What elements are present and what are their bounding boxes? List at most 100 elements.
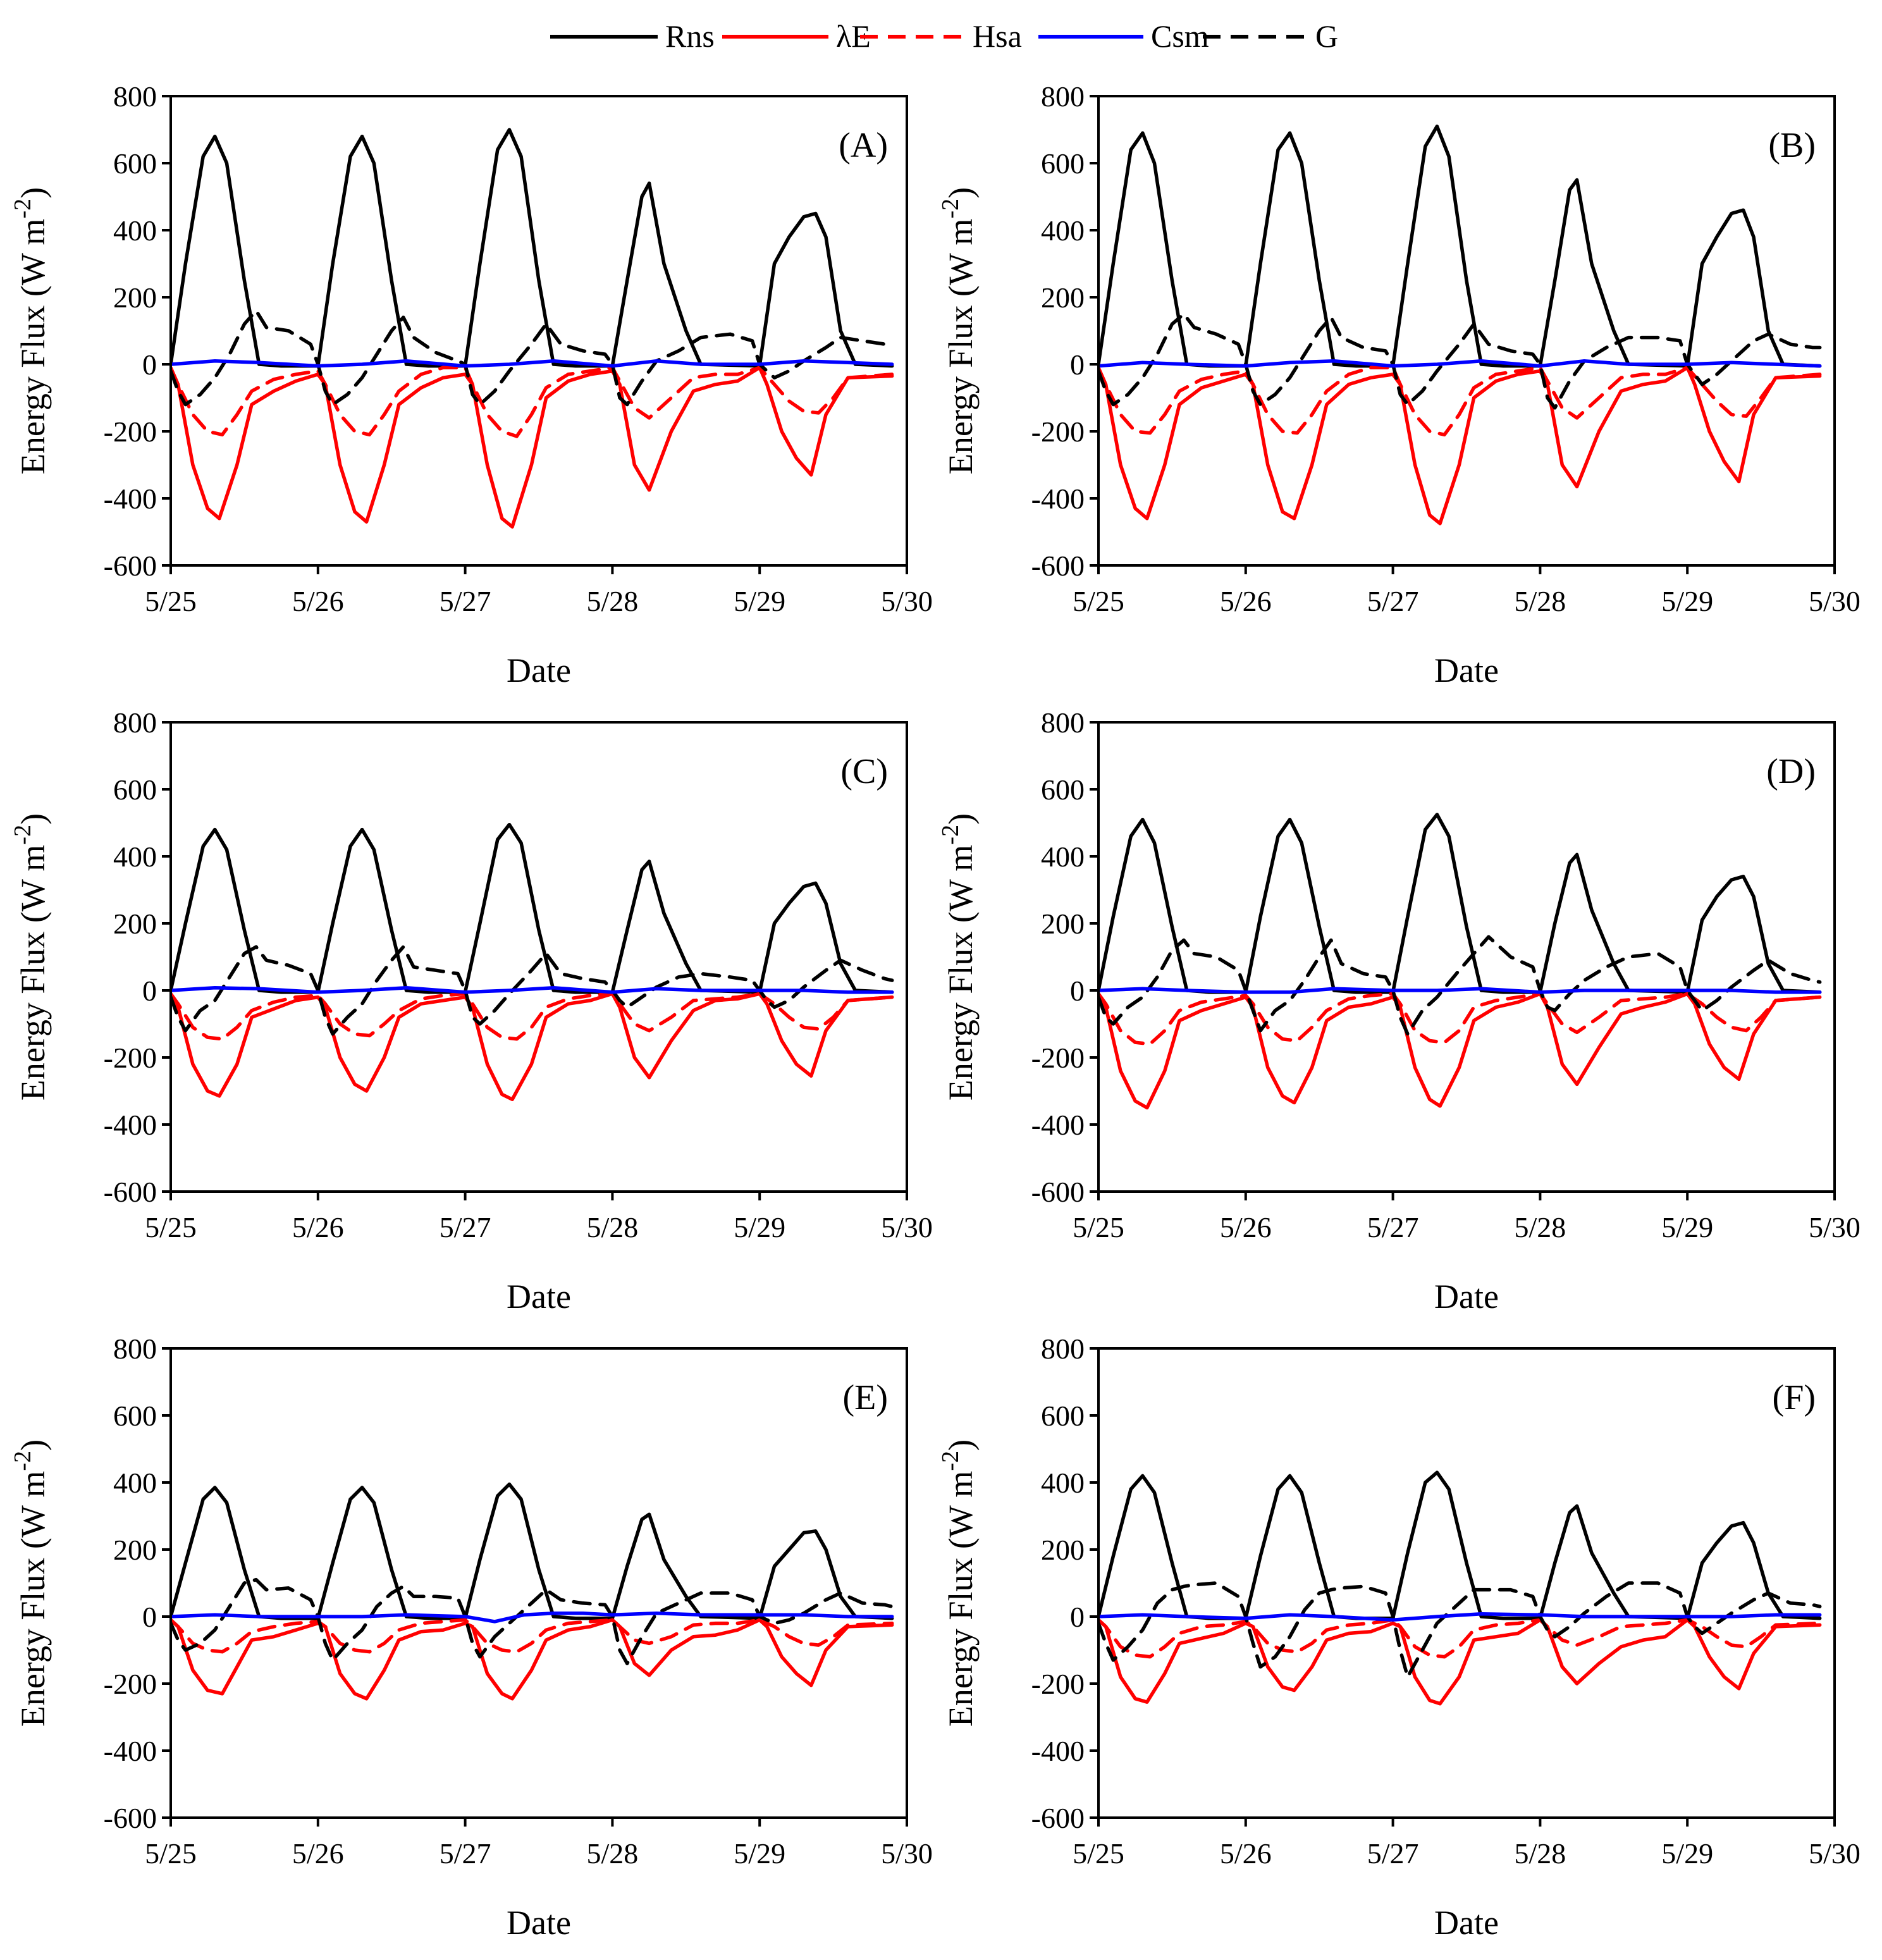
plot-frame bbox=[169, 95, 908, 567]
y-tick-label: -400 bbox=[1031, 1735, 1085, 1767]
x-axis-title: Date bbox=[1434, 1278, 1499, 1316]
series-group bbox=[1098, 124, 1822, 526]
legend-item-lambda-e: λE bbox=[722, 18, 871, 54]
y-tick-label: -200 bbox=[104, 1042, 157, 1074]
x-tick-label: 5/25 bbox=[1073, 1837, 1124, 1870]
x-tick-label: 5/29 bbox=[1661, 1211, 1713, 1243]
y-tick-label: 800 bbox=[113, 80, 157, 113]
y-tick-label: 200 bbox=[113, 1534, 157, 1566]
x-tick-label: 5/27 bbox=[440, 1837, 491, 1870]
series-line-lambda-e bbox=[1098, 1618, 1822, 1706]
x-tick-label: 5/26 bbox=[292, 1211, 344, 1243]
y-tick-label: 0 bbox=[1070, 975, 1085, 1007]
panel-label: (D) bbox=[1766, 752, 1816, 791]
series-line-g bbox=[1098, 1581, 1822, 1679]
x-tick-label: 5/26 bbox=[292, 1837, 344, 1870]
y-axis-title: Energy Flux (W m-2) bbox=[937, 1439, 980, 1727]
series-line-rns bbox=[171, 822, 894, 994]
series-group bbox=[171, 822, 894, 1102]
legend-label-hsa: Hsa bbox=[973, 18, 1022, 54]
y-tick-label: 400 bbox=[113, 214, 157, 247]
plot-frame bbox=[169, 1347, 908, 1819]
series-line-lambda-e bbox=[1098, 366, 1822, 526]
y-tick-label: -600 bbox=[104, 1802, 157, 1834]
x-tick-label: 5/28 bbox=[1515, 1211, 1566, 1243]
y-axis-title-close: ) bbox=[942, 1439, 980, 1451]
plot-frame bbox=[1097, 95, 1836, 567]
x-tick-label: 5/29 bbox=[734, 585, 785, 617]
x-tick-label: 5/29 bbox=[734, 1211, 785, 1243]
y-tick-label: -600 bbox=[104, 550, 157, 582]
legend-label-g: G bbox=[1315, 18, 1338, 54]
y-axis-title-close: ) bbox=[942, 187, 980, 199]
y-tick-label: -600 bbox=[1031, 550, 1085, 582]
x-tick-label: 5/26 bbox=[1220, 585, 1272, 617]
x-tick-label: 5/28 bbox=[587, 1837, 639, 1870]
y-tick-label: -600 bbox=[1031, 1802, 1085, 1834]
x-tick-label: 5/30 bbox=[881, 1211, 933, 1243]
x-tick-label: 5/30 bbox=[1809, 585, 1860, 617]
legend-label-csm: Csm bbox=[1151, 18, 1209, 54]
y-tick-label: 600 bbox=[113, 1400, 157, 1432]
y-axis-title-close: ) bbox=[14, 813, 52, 825]
y-tick-label: 200 bbox=[113, 281, 157, 314]
x-tick-label: 5/25 bbox=[145, 1837, 197, 1870]
series-line-rns bbox=[171, 1482, 894, 1620]
series-group bbox=[171, 1482, 894, 1701]
y-axis-title-main: Energy Flux (W m bbox=[942, 1471, 980, 1727]
x-tick-label: 5/27 bbox=[1367, 585, 1419, 617]
y-tick-label: 400 bbox=[113, 1467, 157, 1499]
series-line-rns bbox=[1098, 124, 1822, 368]
legend-item-g: G bbox=[1203, 18, 1338, 54]
x-tick-label: 5/28 bbox=[1515, 1837, 1566, 1870]
x-axis-title: Date bbox=[507, 1904, 571, 1942]
x-tick-label: 5/28 bbox=[587, 1211, 639, 1243]
panel-label: (E) bbox=[842, 1378, 888, 1417]
plot-frame bbox=[169, 721, 908, 1193]
y-axis-title-main: Energy Flux (W m bbox=[14, 845, 52, 1100]
y-tick-label: 400 bbox=[113, 841, 157, 873]
series-line-csm bbox=[171, 986, 894, 994]
series-line-g bbox=[1098, 935, 1822, 1036]
y-axis-title-main: Energy Flux (W m bbox=[942, 845, 980, 1100]
y-axis-title-close: ) bbox=[14, 1439, 52, 1451]
x-tick-label: 5/30 bbox=[1809, 1211, 1860, 1243]
y-tick-label: 600 bbox=[1041, 147, 1085, 180]
y-tick-label: 600 bbox=[113, 147, 157, 180]
y-axis-title-superscript: -2 bbox=[937, 825, 964, 845]
x-tick-label: 5/26 bbox=[1220, 1211, 1272, 1243]
x-tick-label: 5/27 bbox=[1367, 1837, 1419, 1870]
series-group bbox=[1098, 1470, 1822, 1706]
y-tick-label: 0 bbox=[1070, 1601, 1085, 1633]
y-axis-title: Energy Flux (W m-2) bbox=[9, 813, 52, 1100]
series-line-csm bbox=[1098, 1612, 1822, 1622]
y-tick-label: 800 bbox=[1041, 706, 1085, 739]
x-tick-label: 5/29 bbox=[734, 1837, 785, 1870]
x-tick-label: 5/27 bbox=[1367, 1211, 1419, 1243]
series-line-lambda-e bbox=[1098, 992, 1822, 1110]
y-axis-title-main: Energy Flux (W m bbox=[14, 219, 52, 474]
y-axis-title-close: ) bbox=[942, 813, 980, 825]
series-line-lambda-e bbox=[171, 992, 894, 1102]
y-tick-label: 800 bbox=[113, 706, 157, 739]
y-tick-label: -400 bbox=[104, 483, 157, 515]
panel-label: (A) bbox=[839, 126, 888, 165]
x-axis-title: Date bbox=[507, 1278, 571, 1316]
x-tick-label: 5/25 bbox=[145, 585, 197, 617]
series-line-g bbox=[171, 1577, 894, 1665]
y-tick-label: -200 bbox=[1031, 416, 1085, 448]
x-tick-label: 5/29 bbox=[1661, 585, 1713, 617]
series-line-csm bbox=[171, 359, 894, 368]
y-tick-label: 200 bbox=[1041, 281, 1085, 314]
series-line-g bbox=[171, 309, 894, 407]
series-line-rns bbox=[1098, 813, 1822, 994]
plot-frame bbox=[1097, 1347, 1836, 1819]
panel-label: (C) bbox=[840, 752, 888, 791]
x-axis-title: Date bbox=[1434, 651, 1499, 689]
x-tick-label: 5/30 bbox=[881, 585, 933, 617]
y-tick-label: 600 bbox=[113, 774, 157, 806]
